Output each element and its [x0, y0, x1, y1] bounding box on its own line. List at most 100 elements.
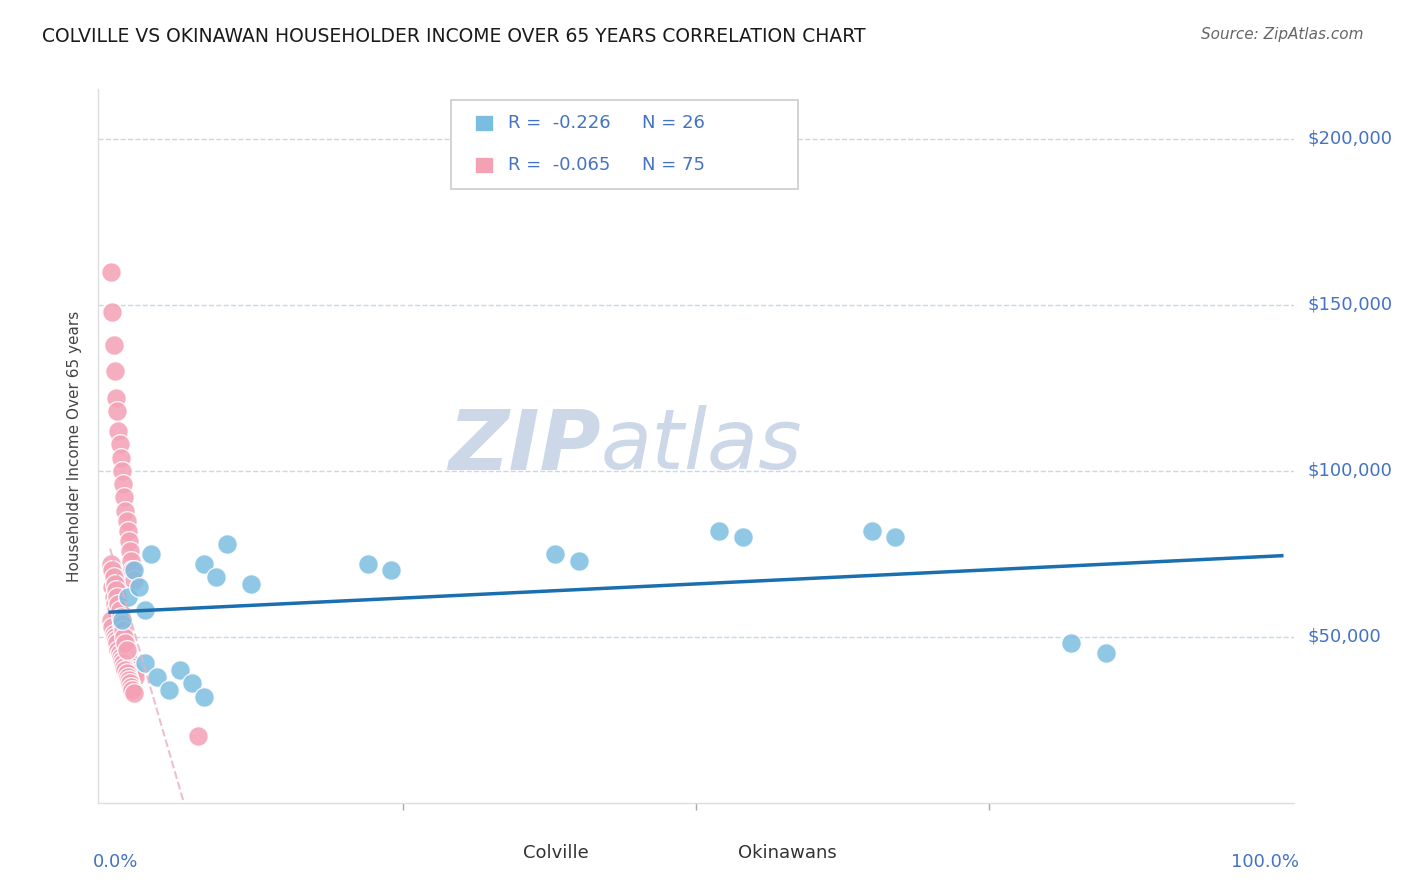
Point: [122, 564, 145, 578]
Point: [114, 504, 136, 518]
Point: [114, 636, 136, 650]
Point: [105, 636, 128, 650]
Point: [103, 626, 125, 640]
Point: [187, 730, 209, 744]
Point: [111, 613, 134, 627]
Point: [110, 649, 132, 664]
FancyBboxPatch shape: [494, 844, 513, 860]
Point: [120, 680, 142, 694]
Point: [115, 647, 138, 661]
Point: [100, 613, 122, 627]
Point: [134, 603, 156, 617]
Point: [105, 391, 128, 405]
Point: [124, 670, 146, 684]
Point: [105, 603, 128, 617]
Text: R =  -0.065: R = -0.065: [508, 156, 610, 174]
Point: [120, 659, 142, 673]
Point: [120, 676, 141, 690]
Point: [1095, 647, 1118, 661]
Point: [118, 673, 141, 687]
Point: [731, 530, 754, 544]
Point: [105, 633, 128, 648]
Point: [108, 603, 131, 617]
Point: [110, 630, 132, 644]
Point: [101, 620, 124, 634]
Point: [105, 590, 128, 604]
Point: [101, 564, 124, 578]
Point: [111, 653, 134, 667]
Point: [117, 524, 139, 538]
Point: [108, 647, 131, 661]
Text: Source: ZipAtlas.com: Source: ZipAtlas.com: [1201, 27, 1364, 42]
Point: [217, 537, 239, 551]
Point: [104, 576, 127, 591]
FancyBboxPatch shape: [475, 157, 494, 173]
Point: [107, 643, 129, 657]
Text: COLVILLE VS OKINAWAN HOUSEHOLDER INCOME OVER 65 YEARS CORRELATION CHART: COLVILLE VS OKINAWAN HOUSEHOLDER INCOME …: [42, 27, 866, 45]
Point: [120, 553, 142, 567]
Point: [120, 657, 141, 671]
Text: $200,000: $200,000: [1308, 130, 1392, 148]
FancyBboxPatch shape: [451, 100, 797, 189]
Point: [101, 580, 124, 594]
Point: [118, 533, 141, 548]
Point: [115, 643, 138, 657]
Point: [112, 657, 135, 671]
Point: [134, 657, 156, 671]
Point: [121, 682, 143, 697]
Point: [103, 590, 125, 604]
Point: [104, 597, 127, 611]
Point: [104, 364, 127, 378]
Point: [117, 649, 139, 664]
Point: [108, 437, 131, 451]
Text: $100,000: $100,000: [1308, 462, 1392, 480]
Point: [107, 616, 129, 631]
Point: [105, 583, 128, 598]
Point: [115, 514, 138, 528]
Point: [884, 530, 907, 544]
Point: [112, 640, 135, 654]
FancyBboxPatch shape: [709, 844, 728, 860]
Text: Colville: Colville: [523, 844, 589, 862]
Point: [112, 491, 135, 505]
Point: [114, 643, 136, 657]
Text: R =  -0.226: R = -0.226: [508, 114, 610, 132]
Point: [114, 663, 136, 677]
Point: [111, 464, 134, 478]
Point: [104, 630, 127, 644]
Point: [120, 543, 141, 558]
Point: [115, 666, 138, 681]
Point: [107, 424, 129, 438]
Point: [110, 450, 132, 465]
Text: 0.0%: 0.0%: [93, 853, 138, 871]
Point: [118, 653, 141, 667]
Point: [105, 610, 128, 624]
Point: [860, 524, 883, 538]
Point: [103, 338, 125, 352]
Point: [122, 574, 145, 588]
Text: $50,000: $50,000: [1308, 628, 1381, 646]
Point: [544, 547, 567, 561]
Point: [128, 580, 150, 594]
Point: [100, 265, 122, 279]
Point: [121, 564, 143, 578]
Point: [117, 590, 139, 604]
FancyBboxPatch shape: [475, 115, 494, 130]
Point: [112, 477, 135, 491]
Point: [146, 670, 169, 684]
Point: [108, 624, 131, 638]
Point: [709, 524, 731, 538]
Point: [112, 624, 135, 638]
Point: [110, 610, 132, 624]
Text: N = 26: N = 26: [643, 114, 704, 132]
Point: [112, 659, 135, 673]
Text: ZIP: ZIP: [447, 406, 600, 486]
Point: [122, 666, 145, 681]
Point: [112, 636, 135, 650]
Point: [568, 553, 591, 567]
Point: [103, 570, 125, 584]
Point: [380, 564, 402, 578]
Point: [157, 682, 180, 697]
Point: [181, 676, 204, 690]
Point: [117, 670, 139, 684]
